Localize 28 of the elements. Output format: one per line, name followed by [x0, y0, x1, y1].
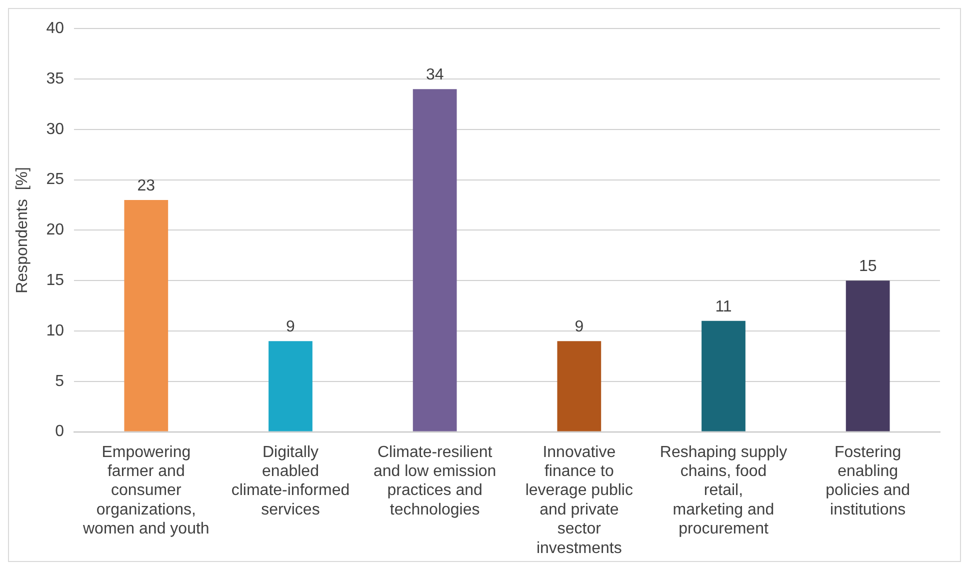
x-tick-label: Reshaping supply chains, food retail, marketing and procurement	[660, 444, 788, 538]
y-tick-label: 20	[46, 222, 64, 239]
bar	[412, 89, 457, 432]
data-label: 15	[858, 258, 877, 276]
y-axis-title: Respondents [%]	[14, 167, 32, 294]
data-label: 9	[286, 318, 296, 336]
x-tick-label: Fostering enabling policies and institutions	[826, 444, 910, 518]
x-tick-label: Digitally enabled climate-informed services	[231, 444, 350, 518]
bar	[557, 341, 602, 432]
data-label: 9	[574, 318, 584, 336]
y-tick-label: 5	[55, 372, 64, 390]
x-tick-label: Innovative finance to leverage public and private sector investments	[525, 444, 633, 557]
y-tick-label: 35	[46, 70, 64, 88]
x-tick-label: Empowering farmer and consumer organizations, women and youth	[82, 444, 210, 538]
bar	[268, 341, 312, 432]
bar	[846, 280, 890, 432]
bar	[124, 200, 168, 432]
y-tick-label: 25	[46, 171, 64, 188]
data-label: 34	[426, 66, 444, 84]
y-tick-label: 10	[46, 322, 64, 340]
y-tick-label: 15	[46, 272, 64, 290]
data-label: 11	[715, 298, 732, 316]
bar	[702, 320, 746, 432]
y-tick-label: 30	[46, 120, 64, 138]
y-tick-label: 0	[55, 423, 64, 440]
x-tick-label: Climate-resilient and low emission practices and technologies	[373, 444, 496, 518]
y-tick-label: 40	[46, 20, 64, 38]
data-label: 23	[137, 177, 156, 194]
